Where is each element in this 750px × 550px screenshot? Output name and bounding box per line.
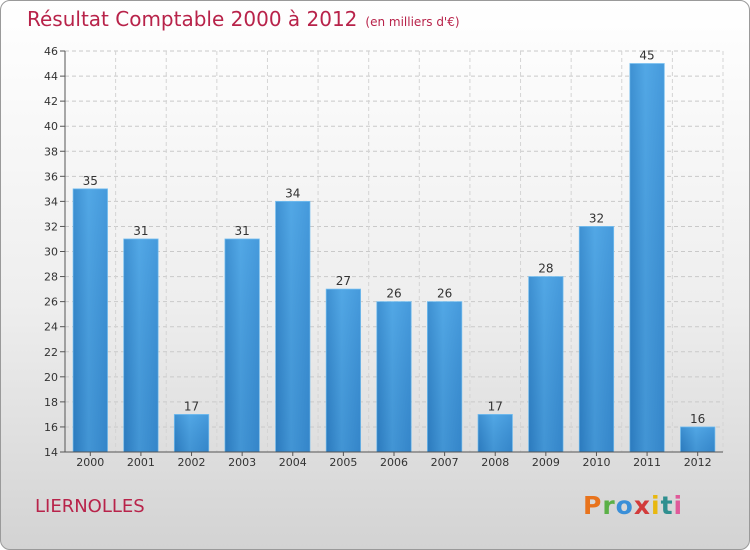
bar-shade xyxy=(478,414,513,452)
y-tick-label: 22 xyxy=(44,346,58,359)
bar-shade xyxy=(73,188,108,452)
y-tick-label: 42 xyxy=(44,95,58,108)
chart-subtitle: (en milliers d'€) xyxy=(365,15,460,29)
bar-value-label: 26 xyxy=(386,287,401,301)
bar-shade xyxy=(579,226,614,452)
bar-shade xyxy=(326,289,361,452)
y-tick-label: 30 xyxy=(44,246,58,259)
y-tick-label: 44 xyxy=(44,70,58,83)
x-tick-label: 2011 xyxy=(633,456,661,469)
x-tick-label: 2009 xyxy=(532,456,560,469)
x-tick-label: 2008 xyxy=(481,456,509,469)
x-tick-label: 2006 xyxy=(380,456,408,469)
y-tick-label: 28 xyxy=(44,271,58,284)
x-tick-label: 2004 xyxy=(279,456,307,469)
bar-value-label: 17 xyxy=(488,399,503,413)
bar-value-label: 34 xyxy=(285,186,300,200)
bar-shade xyxy=(427,301,462,452)
x-tick-label: 2012 xyxy=(684,456,712,469)
x-tick-label: 2001 xyxy=(127,456,155,469)
y-tick-label: 18 xyxy=(44,396,58,409)
bar-value-label: 16 xyxy=(690,412,705,426)
bar-value-label: 31 xyxy=(235,224,250,238)
y-tick-label: 20 xyxy=(44,371,58,384)
x-tick-label: 2005 xyxy=(329,456,357,469)
x-tick-label: 2002 xyxy=(178,456,206,469)
bar-value-label: 28 xyxy=(538,262,553,276)
y-tick-label: 40 xyxy=(44,120,58,133)
bar-value-label: 32 xyxy=(589,211,604,225)
bar-value-label: 35 xyxy=(83,174,98,188)
y-tick-label: 26 xyxy=(44,296,58,309)
x-tick-label: 2003 xyxy=(228,456,256,469)
x-tick-label: 2000 xyxy=(76,456,104,469)
y-tick-label: 36 xyxy=(44,170,58,183)
bar-shade xyxy=(376,301,412,452)
chart-title: Résultat Comptable 2000 à 2012 (en millie… xyxy=(27,7,460,31)
y-tick-label: 46 xyxy=(44,45,58,58)
logo-letter: o xyxy=(615,491,634,520)
bars-group: 35 31 17 31 34 27 26 26 17 28 32 45 16 xyxy=(72,49,716,453)
bar-shade xyxy=(680,426,715,452)
bar-value-label: 17 xyxy=(184,399,199,413)
bar-value-label: 45 xyxy=(639,49,654,63)
axes-group: 14 16 18 20 22 24 26 28 30 32 34 36 38 40 42 44 46 2000 20… xyxy=(44,45,723,469)
bar-shade xyxy=(174,414,209,452)
logo-letter: x xyxy=(633,491,651,520)
bar-shade xyxy=(224,238,260,452)
logo-letter: t xyxy=(660,491,674,520)
bar-value-label: 27 xyxy=(336,274,351,288)
y-tick-label: 16 xyxy=(44,421,58,434)
bar-value-label: 26 xyxy=(437,287,452,301)
y-tick-label: 38 xyxy=(44,145,58,158)
bar-value-label: 31 xyxy=(133,224,148,238)
bar-shade xyxy=(123,238,159,452)
bar-shade xyxy=(528,276,564,452)
x-tick-label: 2007 xyxy=(431,456,459,469)
place-name: LIERNOLLES xyxy=(35,496,145,517)
logo-letter: i xyxy=(651,491,661,520)
logo-letter: P xyxy=(583,491,603,520)
chart-title-text: Résultat Comptable 2000 à 2012 xyxy=(27,7,358,31)
logo-letter: r xyxy=(602,491,616,520)
y-tick-label: 14 xyxy=(44,446,58,459)
bar-shade xyxy=(275,201,310,452)
y-tick-label: 24 xyxy=(44,321,58,334)
y-tick-label: 34 xyxy=(44,195,58,208)
logo-letter: i xyxy=(673,491,684,520)
y-tick-label: 32 xyxy=(44,220,58,233)
x-tick-label: 2010 xyxy=(582,456,610,469)
bar-shade xyxy=(629,63,665,452)
proxiti-logo: Proxiti xyxy=(583,491,683,520)
